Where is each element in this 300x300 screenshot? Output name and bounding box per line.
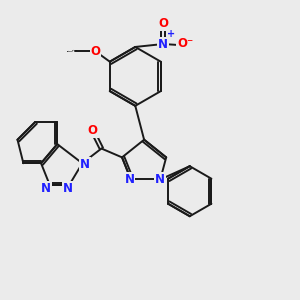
Text: N: N: [158, 38, 168, 50]
Text: N: N: [155, 173, 165, 186]
Text: O: O: [91, 45, 100, 58]
Text: O: O: [158, 17, 168, 30]
Text: O: O: [91, 45, 100, 58]
Text: methoxy: methoxy: [74, 50, 81, 51]
Text: methoxy: methoxy: [72, 50, 78, 51]
Text: N: N: [41, 182, 51, 195]
Text: N: N: [124, 173, 134, 186]
Text: N: N: [63, 182, 73, 195]
Text: N: N: [80, 158, 90, 171]
Text: O: O: [88, 124, 98, 137]
Text: +: +: [167, 29, 175, 39]
Text: O⁻: O⁻: [177, 38, 194, 50]
Text: methoxy: methoxy: [75, 50, 81, 51]
Text: methoxy: methoxy: [67, 51, 74, 52]
